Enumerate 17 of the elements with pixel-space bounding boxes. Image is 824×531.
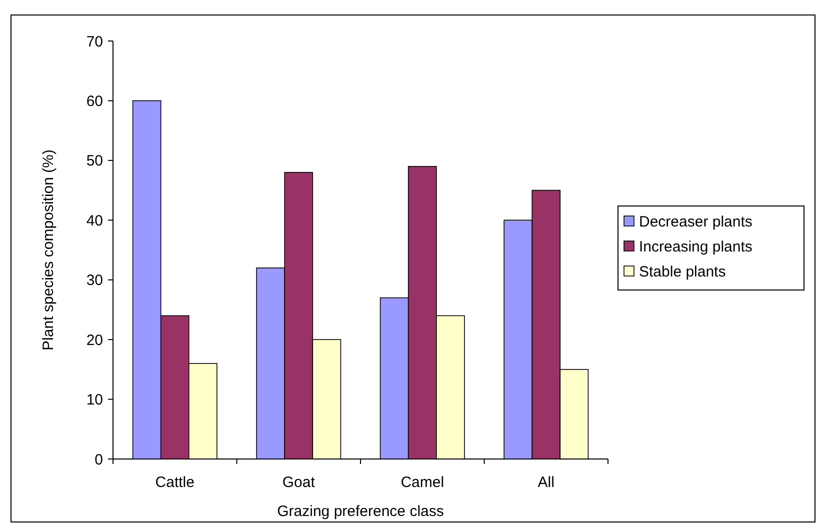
y-tick-label: 60 bbox=[86, 92, 103, 110]
x-tick-label: Goat bbox=[282, 474, 316, 491]
y-axis-title: Plant species composition (%) bbox=[40, 150, 57, 350]
y-tick-label: 20 bbox=[86, 332, 103, 349]
y-tick-label: 0 bbox=[94, 451, 103, 468]
y-tick-label: 10 bbox=[86, 392, 103, 409]
legend-label: Stable plants bbox=[639, 263, 726, 280]
x-tick-label: Camel bbox=[400, 474, 444, 491]
y-tick-label: 30 bbox=[86, 272, 103, 290]
y-tick-label: 40 bbox=[86, 212, 103, 230]
x-tick-label: Cattle bbox=[155, 474, 194, 491]
x-axis-title: Grazing preference class bbox=[277, 503, 444, 520]
y-tick-label: 50 bbox=[86, 152, 103, 170]
legend-label: Increasing plants bbox=[639, 238, 752, 256]
x-tick-label: All bbox=[538, 474, 554, 491]
y-tick-label: 70 bbox=[86, 33, 103, 50]
legend-label: Decreaser plants bbox=[639, 213, 752, 230]
